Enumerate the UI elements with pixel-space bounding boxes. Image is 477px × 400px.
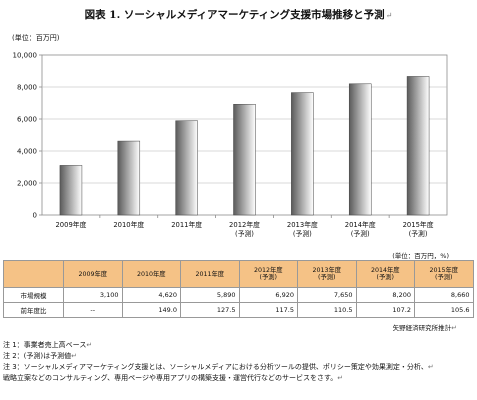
x-tick-label: 2010年度 (113, 220, 144, 229)
note-text: 注 1：事業者売上高ベース (3, 341, 87, 349)
table-unit-label: (単位：百万円，%) (392, 252, 449, 260)
return-mark: ↵ (451, 324, 457, 332)
note-line: 戦略立案などのコンサルティング、専用ページや専用アプリの構築支援・運営代行などの… (3, 373, 434, 384)
bar-chart: 0 2,000 4,000 6,000 8,000 10,000 2009年度 2010年度 2… (13, 52, 448, 238)
bar (406, 76, 430, 216)
table-header-text: (予測) (376, 274, 394, 281)
return-mark: ↵ (337, 374, 344, 382)
source-credit: 矢野経済研究所推計↵ (393, 322, 457, 332)
x-tick-label: 2011年度 (171, 220, 202, 229)
table-row: 前年度比 -- 149.0 127.5 117.5 110.5 107.2 105.6 (3, 302, 474, 318)
return-mark: ↵ (427, 363, 434, 371)
table-header-text: 2015年度 (429, 267, 459, 274)
table-row: 市場規模 3,100 4,620 5,890 6,920 7,650 8,200 8,660 (3, 287, 474, 303)
table-header-text: 2012年度 (253, 267, 283, 274)
note-text: 注 3：ソーシャルメディアマーケティング支援とは、ソーシャルメディアにおける分析… (3, 363, 428, 371)
y-tick-label: 0 (33, 212, 37, 220)
bar (175, 120, 198, 216)
notes: 注 1：事業者売上高ベース↵ 注 2：(予測)は予測値↵ 注 3：ソーシャルメディア… (3, 340, 434, 384)
bar (59, 165, 83, 216)
table-header-cell: 2009年度 (63, 260, 123, 288)
x-tick-label: 2013年度 (287, 220, 318, 229)
bar (117, 140, 141, 216)
note-line: 注 2：(予測)は予測値↵ (3, 351, 434, 362)
note-line: 注 1：事業者売上高ベース↵ (3, 340, 434, 351)
table-cell: 8,660 (414, 287, 474, 303)
return-mark: ↵ (385, 11, 393, 20)
chart-unit-label: (単位：百万円) (12, 34, 60, 42)
table-header-cell: 2012年度 (予測) (238, 260, 298, 288)
row-label: 市場規模 (3, 287, 64, 303)
table-header-text: 2010年度 (136, 270, 166, 278)
table-cell: 117.5 (238, 302, 298, 318)
return-mark: ↵ (71, 352, 78, 360)
x-tick-label: (予測) (235, 229, 254, 238)
return-mark: ↵ (86, 341, 93, 349)
table-header-text: (予測) (317, 274, 336, 281)
source-text: 矢野経済研究所推計 (392, 324, 452, 332)
table-cell: 110.5 (297, 302, 357, 318)
table-cell: 127.5 (180, 302, 240, 318)
bar (233, 104, 256, 216)
y-tick-label: 10,000 (13, 52, 38, 60)
y-tick-label: 8,000 (17, 84, 37, 92)
table-header-text: (予測) (434, 274, 453, 281)
note-text: 注 2：(予測)は予測値 (3, 352, 72, 360)
table-header-cell: 2015年度 (予測) (414, 260, 474, 288)
table-header-text: 2011年度 (195, 270, 225, 278)
note-line: 注 3：ソーシャルメディアマーケティング支援とは、ソーシャルメディアにおける分析… (3, 362, 434, 373)
table-corner (3, 260, 64, 288)
table-cell: 105.6 (414, 302, 474, 318)
table-cell: 8,200 (355, 287, 415, 303)
table-header-cell: 2014年度 (予測) (355, 260, 415, 288)
row-label: 前年度比 (3, 302, 64, 318)
figure-title: 図表 1. ソーシャルメディアマーケティング支援市場推移と予測↵ (0, 7, 477, 22)
y-tick-label: 6,000 (17, 116, 37, 124)
x-tick-label: (予測) (409, 229, 428, 238)
table-header-cell: 2013年度 (予測) (297, 260, 357, 288)
x-tick-label: 2015年度 (403, 220, 434, 229)
note-text: 戦略立案などのコンサルティング、専用ページや専用アプリの構築支援・運営代行などの… (3, 374, 338, 382)
table-cell: -- (63, 302, 123, 318)
x-tick-label: (予測) (293, 229, 312, 238)
table-header-row: 2009年度 2010年度 2011年度 2012年度 (予測) 2013年度 (予測) 20… (3, 260, 474, 288)
table-header-text: 2013年度 (312, 267, 342, 274)
table-header-cell: 2010年度 (121, 260, 181, 288)
table-cell: 3,100 (63, 287, 123, 303)
table-cell: 5,890 (180, 287, 240, 303)
x-tick-label: 2012年度 (229, 220, 260, 229)
table-cell: 7,650 (297, 287, 357, 303)
table-cell: 107.2 (355, 302, 415, 318)
y-tick-label: 2,000 (17, 180, 37, 188)
x-tick-label: 2009年度 (55, 220, 86, 229)
table-cell: 6,920 (238, 287, 298, 303)
x-tick-label: (予測) (351, 229, 370, 238)
data-table: 2009年度 2010年度 2011年度 2012年度 (予測) 2013年度 (予測) 20… (3, 260, 474, 318)
x-tick-label: 2014年度 (345, 220, 376, 229)
figure-title-text: 図表 1. ソーシャルメディアマーケティング支援市場推移と予測 (84, 9, 385, 21)
bar (291, 92, 314, 216)
table-header-text: (予測) (259, 274, 277, 281)
table-header-text: 2014年度 (370, 267, 400, 274)
table-header-text: 2009年度 (78, 270, 108, 278)
table-cell: 4,620 (121, 287, 181, 303)
table-cell: 149.0 (121, 302, 181, 318)
y-tick-label: 4,000 (17, 148, 37, 156)
bar (348, 83, 372, 216)
table-header-cell: 2011年度 (180, 260, 240, 288)
